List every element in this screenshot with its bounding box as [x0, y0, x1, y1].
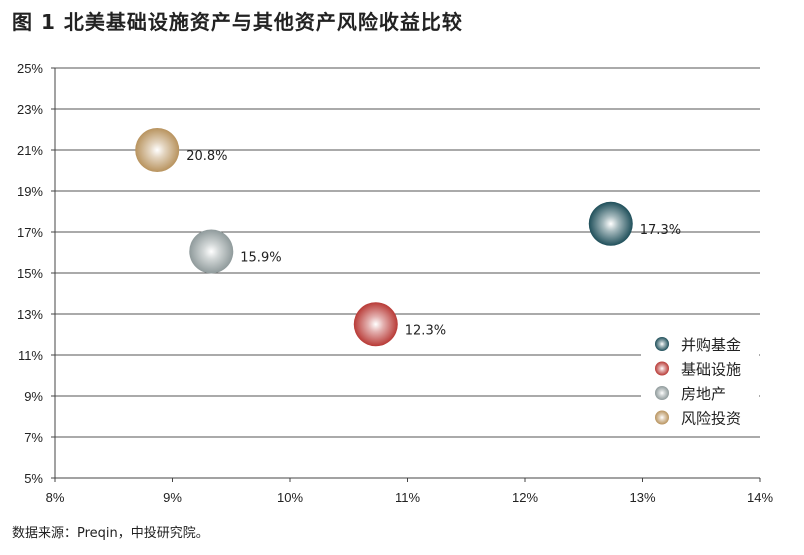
source-note: 数据来源：Preqin，中投研究院。: [12, 526, 209, 541]
legend-marker: [655, 386, 669, 400]
x-tick-label: 14%: [747, 490, 773, 505]
legend-label: 风险投资: [681, 410, 741, 428]
data-label: 17.3%: [640, 223, 681, 238]
y-tick-label: 13%: [17, 307, 43, 322]
y-tick-label: 19%: [17, 184, 43, 199]
legend-label: 基础设施: [681, 361, 741, 379]
data-label: 15.9%: [240, 250, 281, 265]
y-tick-label: 15%: [17, 266, 43, 281]
bubble-point: [588, 201, 633, 246]
bubble-point: [353, 302, 398, 347]
y-tick-label: 21%: [17, 143, 43, 158]
x-tick-label: 11%: [395, 490, 420, 505]
legend-marker: [655, 337, 669, 351]
y-tick-label: 17%: [17, 225, 43, 240]
y-tick-label: 7%: [24, 430, 43, 445]
data-label: 12.3%: [405, 323, 446, 338]
x-tick-label: 9%: [163, 490, 182, 505]
legend-item: 房地产: [655, 385, 726, 403]
bubble-point: [189, 229, 234, 274]
y-tick-label: 11%: [18, 348, 43, 363]
data-label: 20.8%: [186, 149, 227, 164]
legend-item: 基础设施: [655, 361, 741, 379]
y-tick-label: 25%: [17, 61, 43, 76]
x-tick-label: 12%: [512, 490, 538, 505]
legend-label: 并购基金: [681, 336, 741, 354]
x-tick-label: 10%: [277, 490, 303, 505]
x-tick-label: 8%: [46, 490, 65, 505]
y-tick-label: 9%: [24, 389, 43, 404]
y-tick-label: 5%: [24, 471, 43, 486]
legend-label: 房地产: [681, 385, 726, 403]
legend-item: 风险投资: [655, 410, 741, 428]
y-tick-label: 23%: [17, 102, 43, 117]
x-tick-label: 13%: [629, 490, 655, 505]
legend-marker: [655, 361, 669, 376]
legend-item: 并购基金: [655, 336, 741, 354]
bubble-point: [135, 128, 180, 172]
chart-title: 图 1 北美基础设施资产与其他资产风险收益比较: [12, 10, 463, 34]
legend-marker: [655, 410, 669, 425]
